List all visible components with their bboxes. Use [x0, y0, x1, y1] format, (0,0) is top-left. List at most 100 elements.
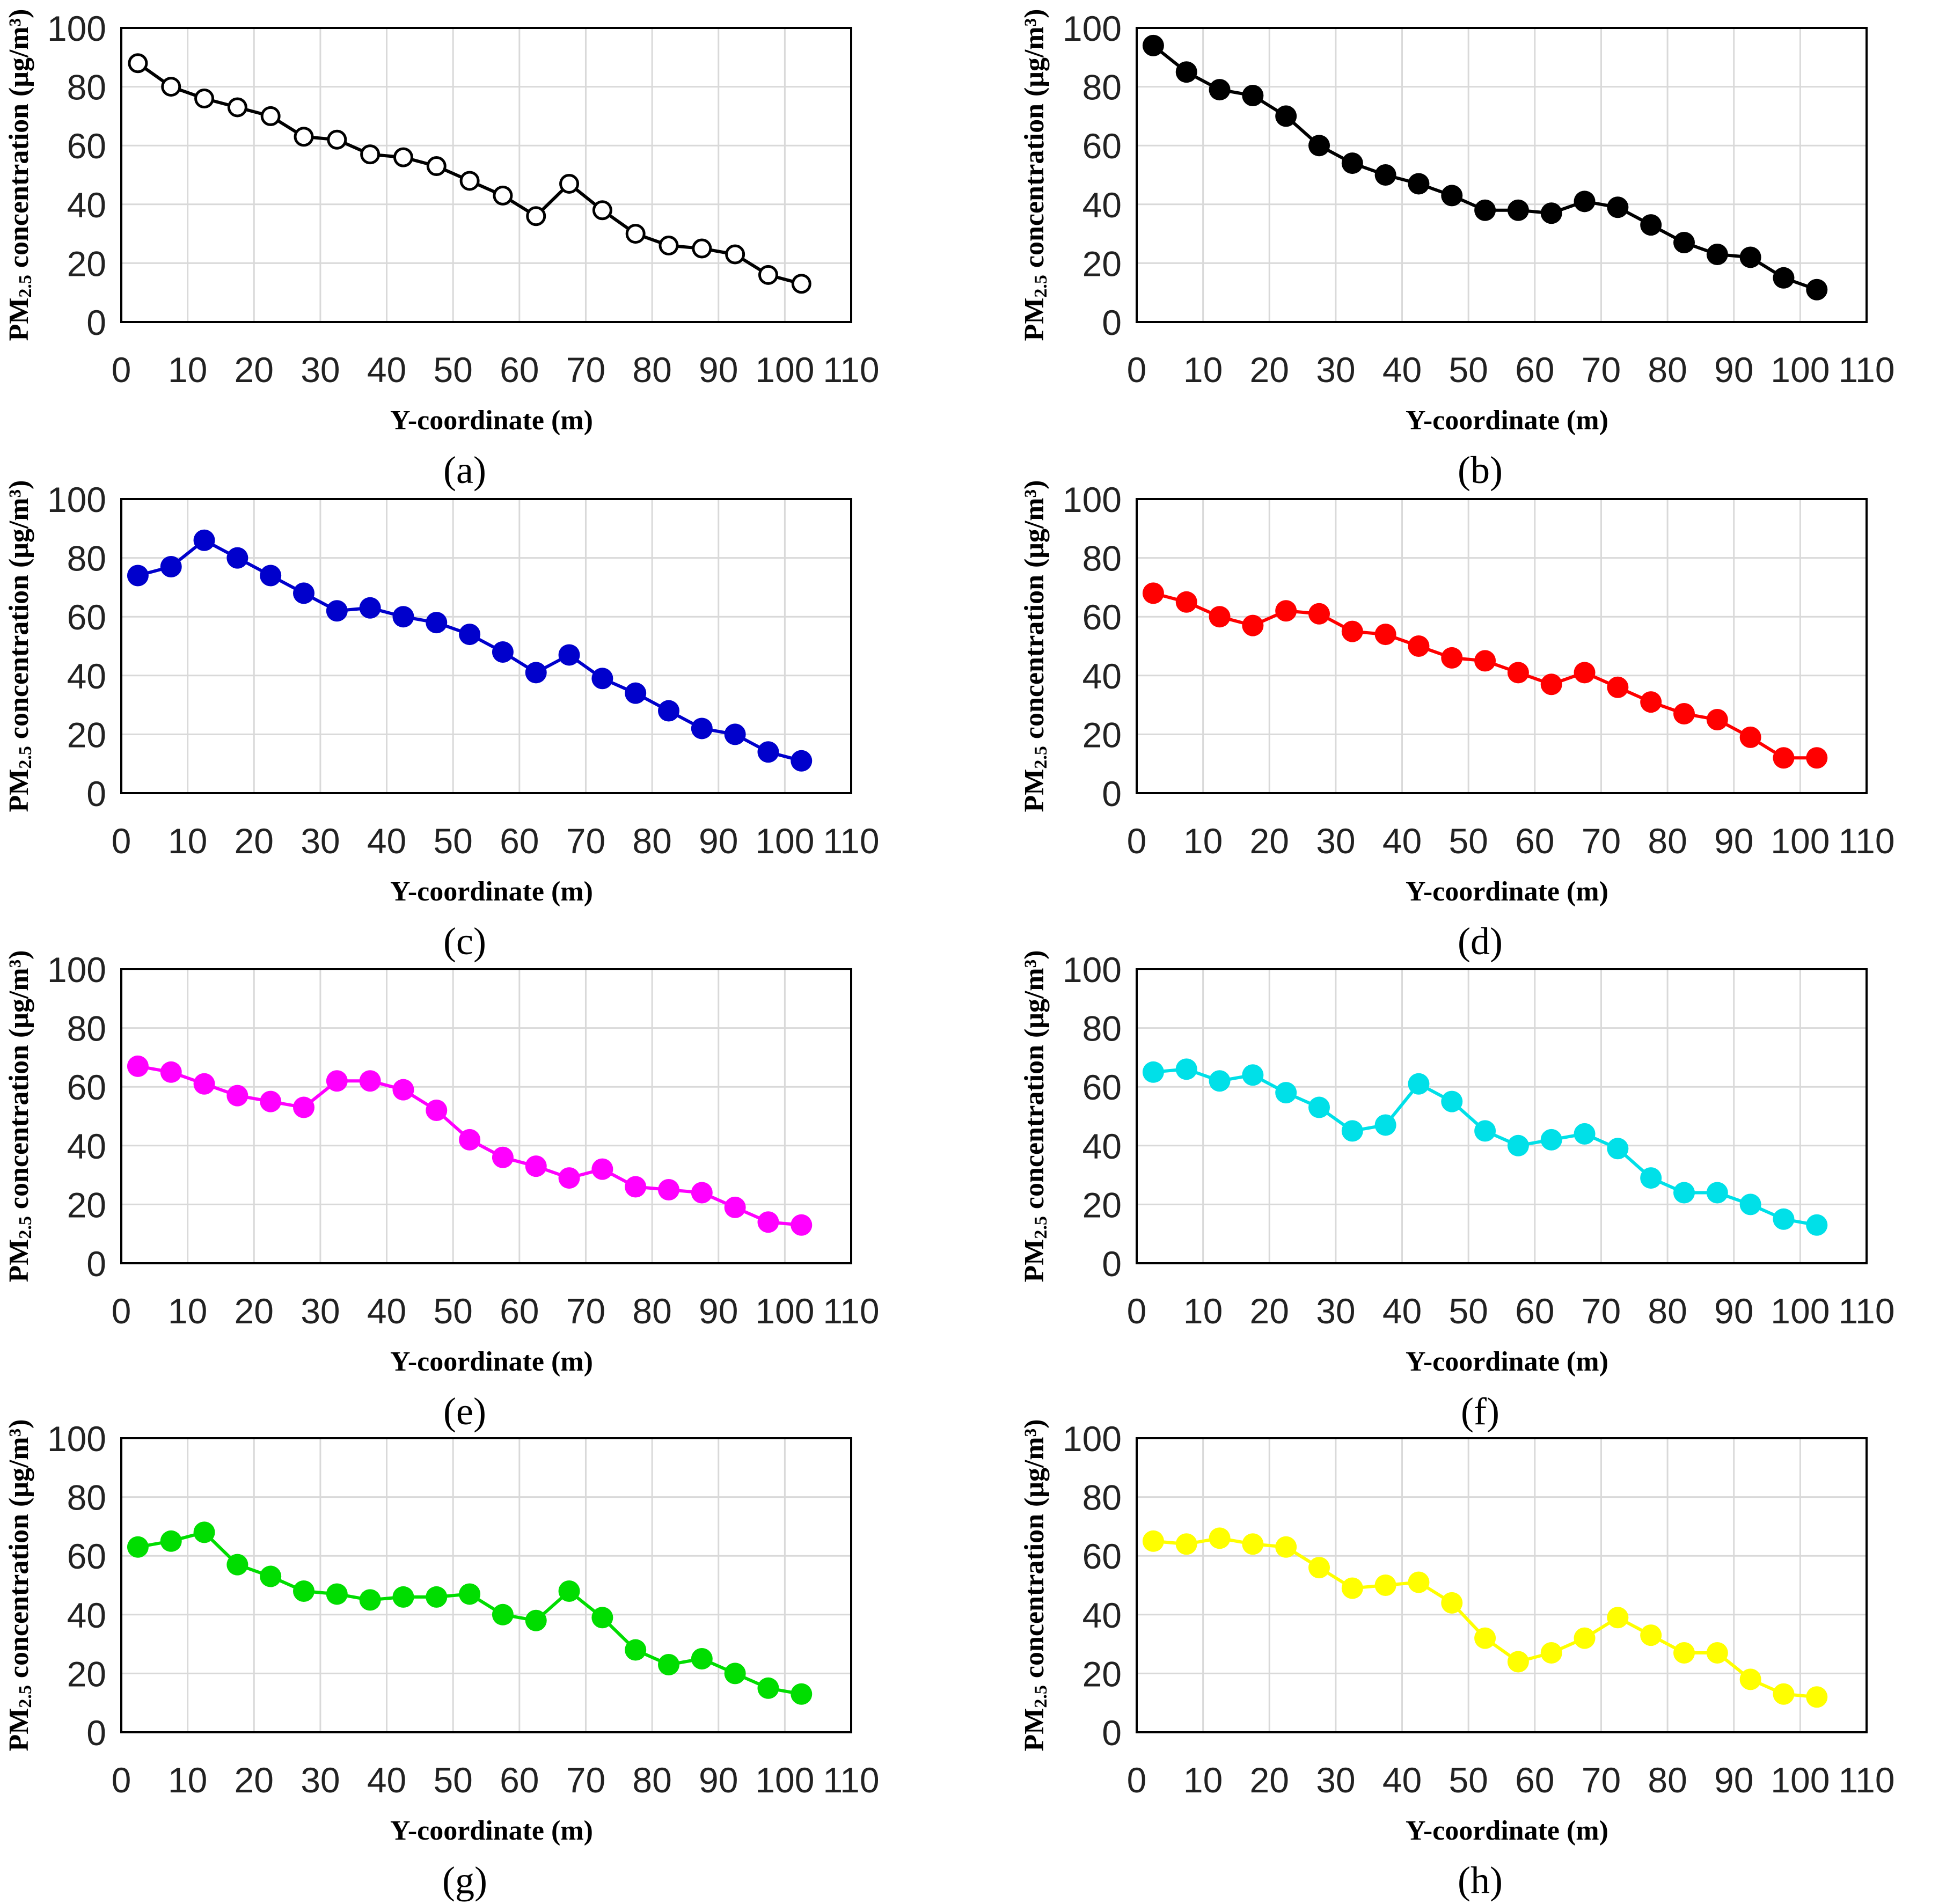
y-tick-label: 40 — [1082, 1126, 1122, 1166]
data-point — [1806, 747, 1828, 769]
data-point — [459, 171, 480, 191]
x-tick-label: 90 — [699, 350, 738, 390]
x-tick-label: 110 — [823, 1291, 879, 1331]
data-point — [1806, 279, 1828, 301]
data-point — [1640, 1624, 1662, 1646]
x-tick-label: 100 — [755, 821, 814, 861]
x-tick-label: 80 — [1648, 350, 1687, 390]
data-point — [1607, 1607, 1629, 1629]
data-point — [194, 89, 215, 109]
y-tick-label: 20 — [1082, 1185, 1122, 1225]
data-point — [1739, 1668, 1761, 1690]
data-point — [625, 1639, 647, 1661]
data-point — [592, 200, 612, 221]
data-point — [459, 1583, 481, 1605]
x-tick-label: 10 — [1183, 821, 1223, 861]
x-tick-label: 40 — [367, 1760, 406, 1800]
data-point — [160, 556, 182, 578]
panel-label: (h) — [1458, 1859, 1503, 1902]
data-point — [791, 274, 811, 294]
x-tick-label: 70 — [1582, 1291, 1621, 1331]
data-point — [1507, 1134, 1529, 1156]
panel-label: (f) — [1461, 1390, 1499, 1433]
x-tick-label: 40 — [1382, 821, 1422, 861]
data-point — [658, 1179, 679, 1200]
data-point — [625, 1176, 647, 1198]
y-tick-label: 0 — [86, 1713, 106, 1753]
data-point — [1374, 1114, 1396, 1136]
x-axis-label: Y-coordinate (m) — [390, 1815, 593, 1846]
data-point — [1308, 1096, 1330, 1118]
data-point — [1341, 1577, 1363, 1599]
y-tick-label: 100 — [47, 9, 106, 48]
data-point — [426, 612, 448, 634]
panel-g: 0 10 20 30 40 50 60 70 80 90 100 110020406080100Y-c… — [4, 1419, 880, 1902]
data-point — [591, 668, 613, 690]
plot-area — [121, 28, 851, 322]
data-point — [459, 1129, 481, 1151]
x-tick-label: 30 — [1316, 1760, 1355, 1800]
y-tick-label: 40 — [1082, 656, 1122, 696]
y-tick-label: 60 — [67, 1536, 106, 1576]
x-tick-label: 30 — [1316, 1291, 1355, 1331]
x-tick-label: 0 — [1127, 350, 1147, 390]
data-point — [260, 565, 282, 587]
data-point — [1640, 691, 1662, 713]
x-tick-label: 80 — [632, 1291, 671, 1331]
data-point — [1408, 1073, 1430, 1095]
data-point — [724, 1663, 746, 1685]
data-point — [1540, 1642, 1562, 1664]
x-tick-label: 40 — [367, 821, 406, 861]
x-tick-label: 50 — [1448, 821, 1488, 861]
y-tick-label: 100 — [1063, 1419, 1122, 1459]
data-point — [1308, 1557, 1330, 1579]
x-tick-label: 50 — [433, 821, 472, 861]
x-tick-label: 0 — [112, 350, 131, 390]
x-tick-label: 30 — [301, 1760, 340, 1800]
data-point — [326, 1070, 348, 1092]
y-tick-label: 40 — [1082, 1595, 1122, 1635]
data-point — [1773, 747, 1795, 769]
data-point — [1706, 1642, 1728, 1664]
y-axis-label: PM2.5 concentration (μg/m³) — [1019, 950, 1051, 1283]
data-point — [558, 1167, 580, 1189]
data-point — [1209, 1070, 1231, 1092]
data-point — [525, 1155, 547, 1177]
data-point — [1474, 1120, 1496, 1142]
x-tick-label: 40 — [367, 1291, 406, 1331]
data-point — [1242, 614, 1264, 636]
data-point — [260, 1565, 282, 1587]
data-point — [492, 641, 514, 663]
y-tick-label: 0 — [86, 1244, 106, 1284]
data-point — [1441, 1090, 1463, 1112]
data-point — [1341, 1120, 1363, 1142]
x-tick-label: 100 — [755, 350, 814, 390]
data-point — [1209, 606, 1231, 628]
data-point — [791, 1214, 813, 1236]
data-point — [226, 1085, 248, 1107]
data-point — [1341, 620, 1363, 642]
x-tick-label: 20 — [235, 1760, 274, 1800]
data-point — [757, 741, 779, 763]
panel-d: 0 10 20 30 40 50 60 70 80 90 100 110020406080100Y-c… — [1019, 480, 1895, 963]
plot-area — [1137, 499, 1867, 793]
y-tick-label: 60 — [67, 597, 106, 637]
data-point — [558, 644, 580, 666]
data-point — [492, 1146, 514, 1168]
y-tick-label: 40 — [67, 185, 106, 225]
data-point — [160, 1061, 182, 1083]
x-tick-label: 110 — [823, 1760, 879, 1800]
x-tick-label: 60 — [500, 1760, 539, 1800]
x-axis-label: Y-coordinate (m) — [1406, 876, 1608, 907]
data-point — [691, 717, 713, 739]
data-point — [492, 1603, 514, 1625]
data-point — [1142, 1530, 1164, 1552]
data-point — [625, 224, 646, 244]
data-point — [1773, 1208, 1795, 1230]
data-point — [127, 565, 149, 587]
data-point — [1540, 202, 1562, 224]
panel-label: (c) — [443, 920, 486, 963]
y-tick-label: 20 — [67, 1654, 106, 1694]
y-tick-label: 0 — [1102, 774, 1122, 814]
y-tick-label: 20 — [67, 1185, 106, 1225]
